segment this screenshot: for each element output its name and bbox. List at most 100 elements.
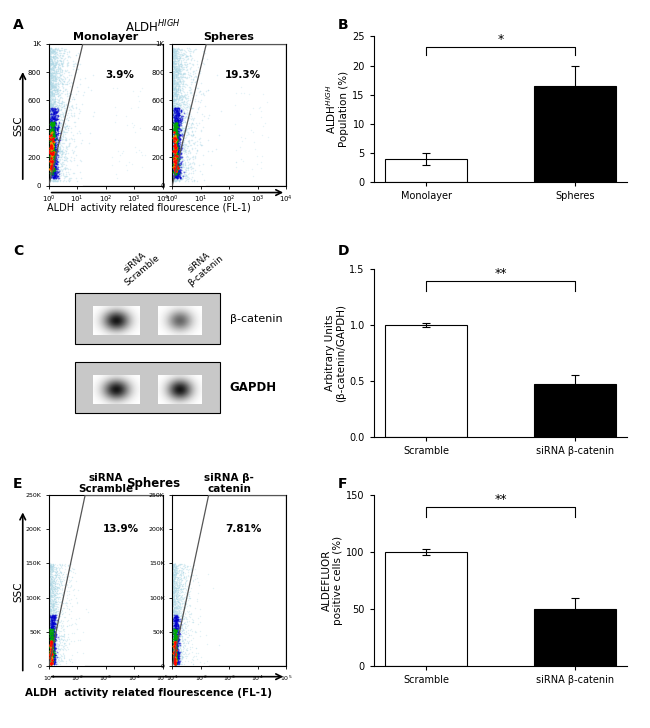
Point [48,149,58,160]
Point [176,105,186,116]
Point [44,90,54,102]
Point [174,630,185,641]
Point [172,159,183,170]
Point [45,169,55,181]
Point [47,98,57,110]
Point [64,133,74,145]
Point [48,154,58,166]
Point [44,139,55,151]
Point [46,110,57,122]
Point [47,157,58,168]
Point [49,173,59,185]
Point [46,77,56,89]
Point [170,122,181,133]
Point [46,633,57,644]
Point [46,639,56,651]
Point [170,585,181,597]
Point [170,113,181,124]
Point [47,138,58,149]
Point [169,60,179,71]
Point [46,103,56,114]
Point [51,131,62,143]
Point [175,158,185,170]
Point [169,580,179,592]
Point [48,67,58,79]
Point [56,600,66,612]
Point [51,146,62,157]
Point [168,161,179,173]
Point [172,654,183,666]
Point [170,167,180,179]
Point [174,658,184,670]
Point [170,45,180,57]
Point [175,116,185,128]
Point [46,151,57,162]
Point [176,50,187,61]
Point [172,114,182,126]
Point [76,138,86,149]
Point [179,58,190,70]
Point [47,63,58,75]
Point [49,78,59,90]
Point [56,606,66,617]
Point [51,171,62,183]
Point [107,151,117,163]
Point [46,124,57,135]
Point [44,157,54,168]
Point [50,111,60,122]
Point [172,603,183,614]
Point [46,156,56,167]
Point [172,107,183,119]
Point [49,129,59,141]
Point [168,606,179,617]
Point [168,84,179,96]
Point [169,607,179,619]
Point [49,55,59,66]
Point [169,118,179,130]
Point [172,122,182,134]
Point [171,111,181,122]
Point [170,585,180,597]
Point [50,578,60,590]
Point [47,158,57,170]
Point [176,74,186,85]
Point [47,563,57,574]
Point [177,170,187,182]
Point [47,611,57,622]
Point [171,641,181,653]
Point [53,55,63,67]
Point [55,142,65,154]
Point [172,656,183,668]
Point [181,171,192,183]
Point [52,138,62,149]
Point [174,147,185,159]
Point [180,617,190,628]
Point [46,71,56,83]
Point [47,44,57,55]
Point [47,175,57,186]
Point [46,639,56,651]
Point [169,633,179,644]
Point [47,566,57,577]
Point [47,86,57,98]
Point [170,638,180,650]
Point [168,622,178,634]
Point [176,145,186,157]
Point [177,96,188,108]
Point [174,130,185,141]
Point [192,139,202,151]
Point [169,164,179,175]
Point [172,614,182,626]
Point [55,611,65,622]
Point [46,581,57,593]
Point [46,634,57,646]
Point [47,143,57,154]
Point [46,124,57,136]
Point [176,646,187,658]
Point [174,111,185,123]
Point [170,132,181,144]
Point [171,155,181,167]
Point [62,59,73,71]
Point [46,136,57,148]
Point [49,99,59,111]
